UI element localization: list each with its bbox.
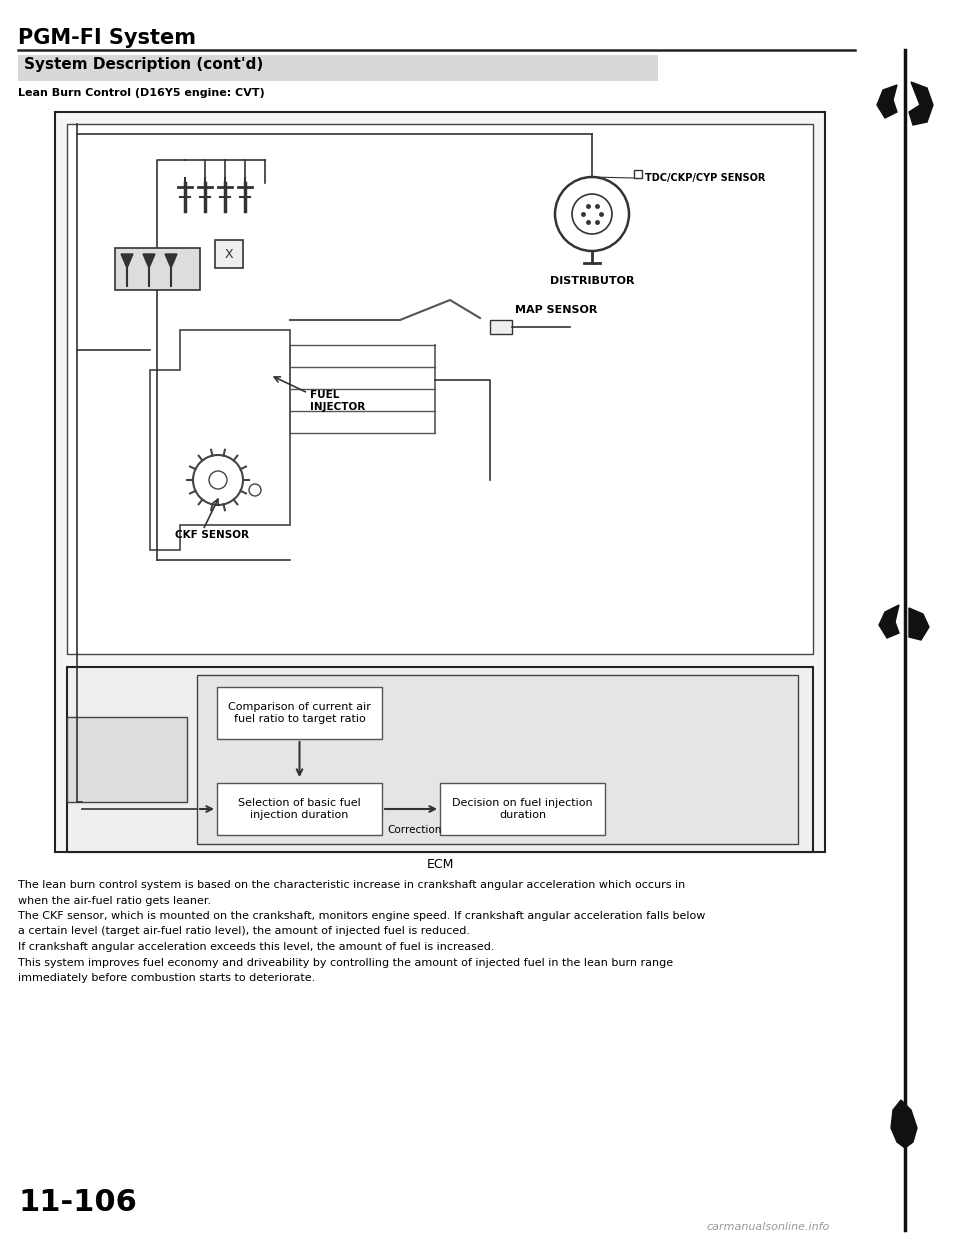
Bar (18, 55, 658, 81)
Text: CKF SENSOR: CKF SENSOR (175, 530, 249, 540)
Text: Comparison of current air
fuel ratio to target ratio: Comparison of current air fuel ratio to … (228, 702, 371, 724)
Text: immediately before combustion starts to deteriorate.: immediately before combustion starts to … (18, 972, 315, 982)
Bar (67, 717, 187, 802)
Bar (440, 782, 605, 835)
Bar (634, 170, 642, 178)
Bar (490, 320, 512, 334)
Text: The lean burn control system is based on the characteristic increase in cranksha: The lean burn control system is based on… (18, 881, 685, 891)
Polygon shape (165, 255, 177, 268)
Text: MAP SENSOR: MAP SENSOR (515, 306, 597, 315)
Text: ECM: ECM (426, 858, 454, 871)
Polygon shape (909, 82, 933, 125)
Bar (197, 674, 798, 845)
Text: Correction: Correction (388, 825, 443, 835)
Polygon shape (121, 255, 133, 268)
Text: a certain level (target air-fuel ratio level), the amount of injected fuel is re: a certain level (target air-fuel ratio l… (18, 927, 470, 936)
Bar (115, 248, 200, 289)
Text: Selection of basic fuel
injection duration: Selection of basic fuel injection durati… (238, 799, 361, 820)
Text: This system improves fuel economy and driveability by controlling the amount of : This system improves fuel economy and dr… (18, 958, 673, 968)
Text: DISTRIBUTOR: DISTRIBUTOR (550, 276, 635, 286)
Text: System Description (cont'd): System Description (cont'd) (24, 57, 263, 72)
Polygon shape (891, 1100, 917, 1148)
Text: 11-106: 11-106 (18, 1189, 137, 1217)
Text: when the air-fuel ratio gets leaner.: when the air-fuel ratio gets leaner. (18, 895, 211, 905)
Polygon shape (143, 255, 155, 268)
Text: FUEL
INJECTOR: FUEL INJECTOR (310, 390, 365, 411)
Text: TDC/CKP/CYP SENSOR: TDC/CKP/CYP SENSOR (645, 173, 765, 183)
Text: PGM-FI System: PGM-FI System (18, 29, 196, 48)
Polygon shape (909, 609, 929, 640)
Polygon shape (879, 605, 899, 638)
Bar (55, 112, 825, 852)
Bar (67, 667, 813, 852)
Bar (217, 687, 382, 739)
Bar (67, 124, 813, 655)
Text: carmanualsonline.info: carmanualsonline.info (707, 1222, 830, 1232)
Text: Decision on fuel injection
duration: Decision on fuel injection duration (452, 799, 593, 820)
Bar (217, 782, 382, 835)
Text: Lean Burn Control (D16Y5 engine: CVT): Lean Burn Control (D16Y5 engine: CVT) (18, 88, 265, 98)
Text: If crankshaft angular acceleration exceeds this level, the amount of fuel is inc: If crankshaft angular acceleration excee… (18, 941, 494, 953)
Polygon shape (877, 84, 897, 118)
Text: X: X (225, 247, 233, 261)
Bar (215, 240, 243, 268)
Text: The CKF sensor, which is mounted on the crankshaft, monitors engine speed. If cr: The CKF sensor, which is mounted on the … (18, 910, 706, 922)
